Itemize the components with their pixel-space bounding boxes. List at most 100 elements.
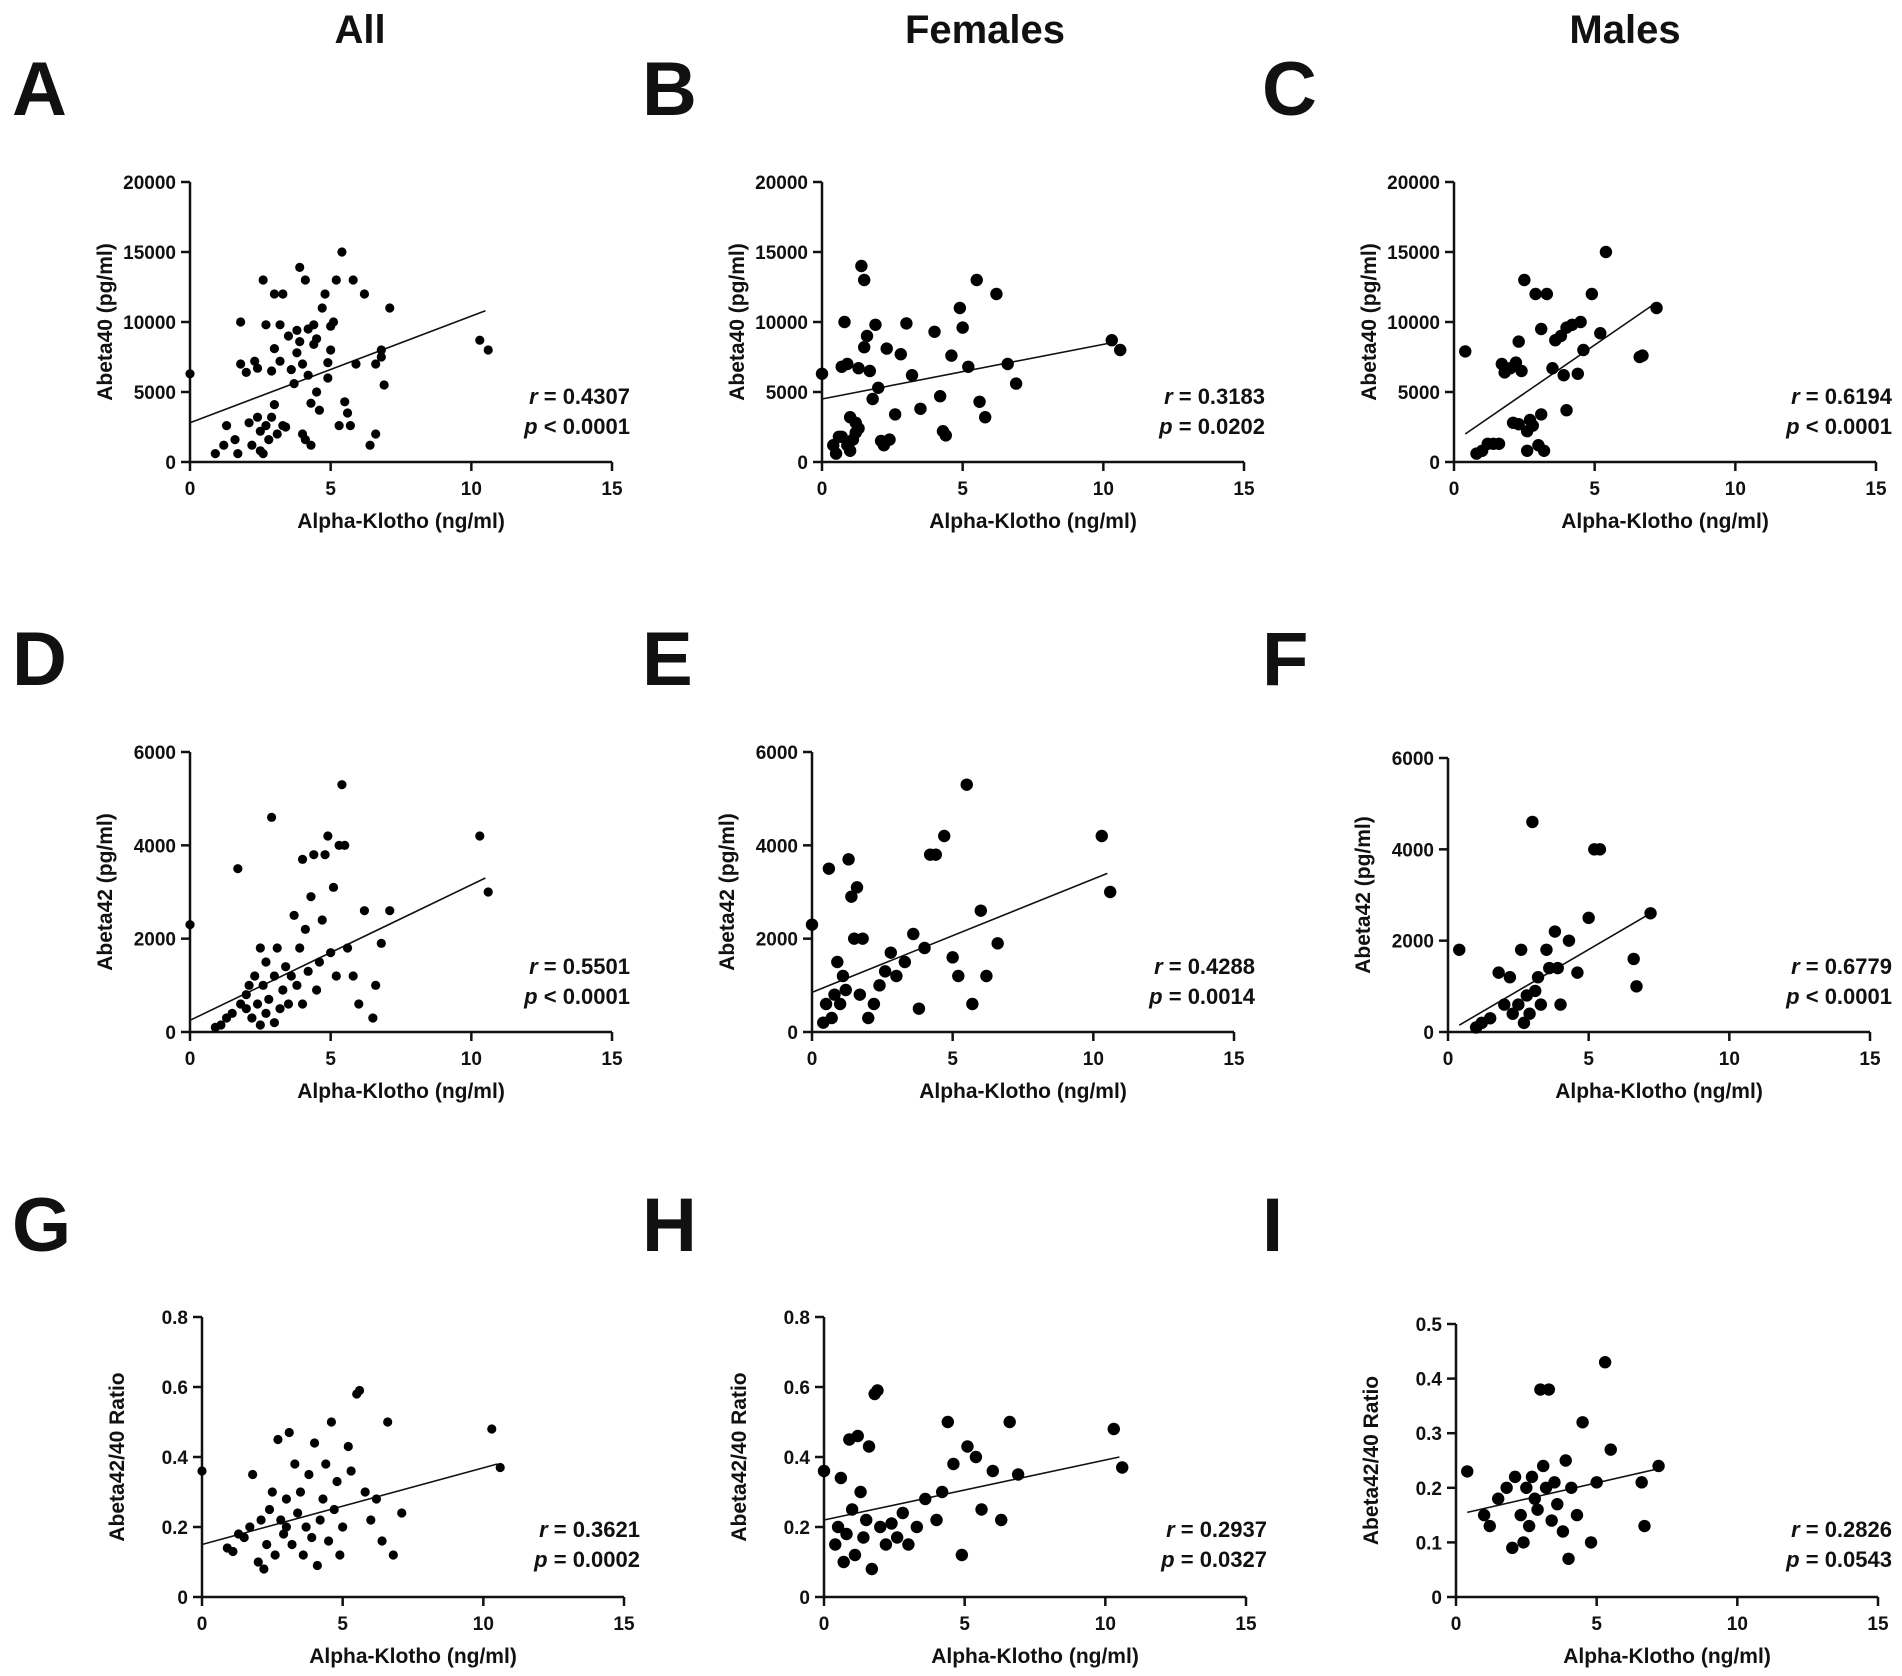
data-point — [295, 1487, 306, 1497]
data-point — [1562, 934, 1576, 947]
data-point — [1545, 1514, 1558, 1527]
stats-d: r = 0.5501 p < 0.0001 — [450, 952, 630, 1012]
data-point — [829, 1538, 842, 1551]
data-point — [348, 971, 358, 981]
data-point — [332, 1476, 342, 1487]
y-tick-label: 2000 — [756, 930, 798, 951]
data-point — [323, 373, 333, 383]
data-point — [842, 853, 855, 866]
data-point — [805, 918, 819, 931]
data-point — [1512, 998, 1525, 1011]
data-point — [340, 840, 350, 850]
data-point — [962, 360, 975, 373]
data-point — [342, 408, 353, 418]
y-tick-label: 0.5 — [1416, 1315, 1443, 1336]
data-point — [278, 985, 288, 995]
x-tick-label: 10 — [1725, 479, 1746, 500]
data-point — [1477, 1508, 1491, 1522]
data-point — [1627, 952, 1640, 966]
x-tick-label: 0 — [197, 1614, 208, 1635]
data-point — [852, 362, 865, 375]
data-point — [819, 997, 833, 1011]
data-point — [255, 943, 265, 953]
data-point — [312, 1560, 322, 1571]
x-tick-label: 0 — [1449, 479, 1460, 500]
x-tick-label: 0 — [817, 479, 828, 500]
data-point — [980, 969, 993, 983]
stats-e: r = 0.4288 p = 0.0014 — [1075, 952, 1255, 1012]
data-point — [991, 937, 1004, 950]
data-point — [281, 1522, 291, 1532]
data-point — [860, 329, 874, 343]
data-point — [955, 1548, 969, 1562]
y-tick-label: 0 — [165, 1023, 176, 1044]
x-tick-label: 5 — [325, 1049, 336, 1070]
data-point — [295, 943, 305, 953]
data-point — [321, 1459, 331, 1469]
y-tick-label: 5000 — [1398, 383, 1440, 404]
stats-h: r = 0.2937 p = 0.0327 — [1087, 1515, 1267, 1575]
data-point — [1576, 1416, 1589, 1429]
data-point — [252, 363, 263, 373]
regression-line — [1467, 1467, 1659, 1514]
data-point — [1514, 1508, 1527, 1522]
data-point — [239, 1532, 249, 1543]
data-point — [1577, 343, 1590, 357]
data-point — [907, 927, 920, 941]
data-point — [1518, 273, 1531, 287]
data-point — [1584, 1536, 1598, 1549]
data-point — [1520, 444, 1534, 457]
y-tick-label: 0.4 — [162, 1448, 189, 1469]
data-point — [966, 997, 979, 1011]
y-axis-label: Abeta42/40 Ratio — [1360, 1376, 1383, 1545]
data-point — [862, 1440, 876, 1453]
x-tick-label: 15 — [1865, 479, 1887, 500]
data-point — [366, 1515, 376, 1525]
x-axis-label: Alpha-Klotho (ng/ml) — [919, 1080, 1127, 1103]
data-point — [275, 356, 285, 366]
data-point — [255, 1020, 265, 1030]
data-point — [368, 1013, 378, 1023]
data-point — [935, 1485, 949, 1499]
data-point — [1554, 998, 1567, 1011]
data-point — [978, 411, 992, 424]
r-value: r = 0.3183 — [1164, 384, 1265, 409]
data-point — [252, 412, 263, 422]
x-axis-label: Alpha-Klotho (ng/ml) — [297, 510, 505, 533]
data-point — [1638, 1519, 1651, 1533]
y-tick-label: 20000 — [755, 173, 808, 194]
data-point — [297, 854, 308, 864]
data-point — [487, 1424, 497, 1434]
x-tick-label: 0 — [185, 479, 196, 500]
x-axis-label: Alpha-Klotho (ng/ml) — [931, 1645, 1139, 1668]
r-value: r = 0.3621 — [539, 1517, 640, 1542]
x-axis-label: Alpha-Klotho (ng/ml) — [297, 1080, 505, 1103]
data-point — [1107, 1422, 1120, 1436]
y-tick-label: 4000 — [756, 836, 798, 857]
x-axis-label: Alpha-Klotho (ng/ml) — [1555, 1080, 1763, 1103]
x-axis-label: Alpha-Klotho (ng/ml) — [1563, 1645, 1771, 1668]
data-point — [946, 951, 959, 964]
data-point — [836, 969, 850, 983]
data-point — [233, 449, 243, 459]
x-tick-label: 10 — [1083, 1049, 1104, 1070]
data-point — [1630, 980, 1643, 993]
y-tick-label: 4000 — [1392, 840, 1434, 861]
y-tick-label: 0 — [797, 453, 808, 474]
panel-letter-a: A — [12, 47, 67, 132]
y-tick-label: 0 — [1423, 1023, 1434, 1044]
y-tick-label: 0 — [1431, 1588, 1442, 1609]
data-point — [854, 1485, 867, 1499]
data-point — [245, 1522, 255, 1532]
data-point — [858, 341, 871, 354]
data-point — [858, 273, 871, 287]
data-point — [292, 348, 302, 358]
column-title-females: Females — [904, 8, 1066, 52]
data-point — [376, 345, 386, 355]
data-point — [970, 273, 983, 287]
data-point — [1453, 943, 1466, 956]
r-value: r = 0.4307 — [529, 384, 630, 409]
y-axis-label: Abeta40 (pg/ml) — [726, 243, 749, 401]
regression-line — [201, 1463, 498, 1546]
